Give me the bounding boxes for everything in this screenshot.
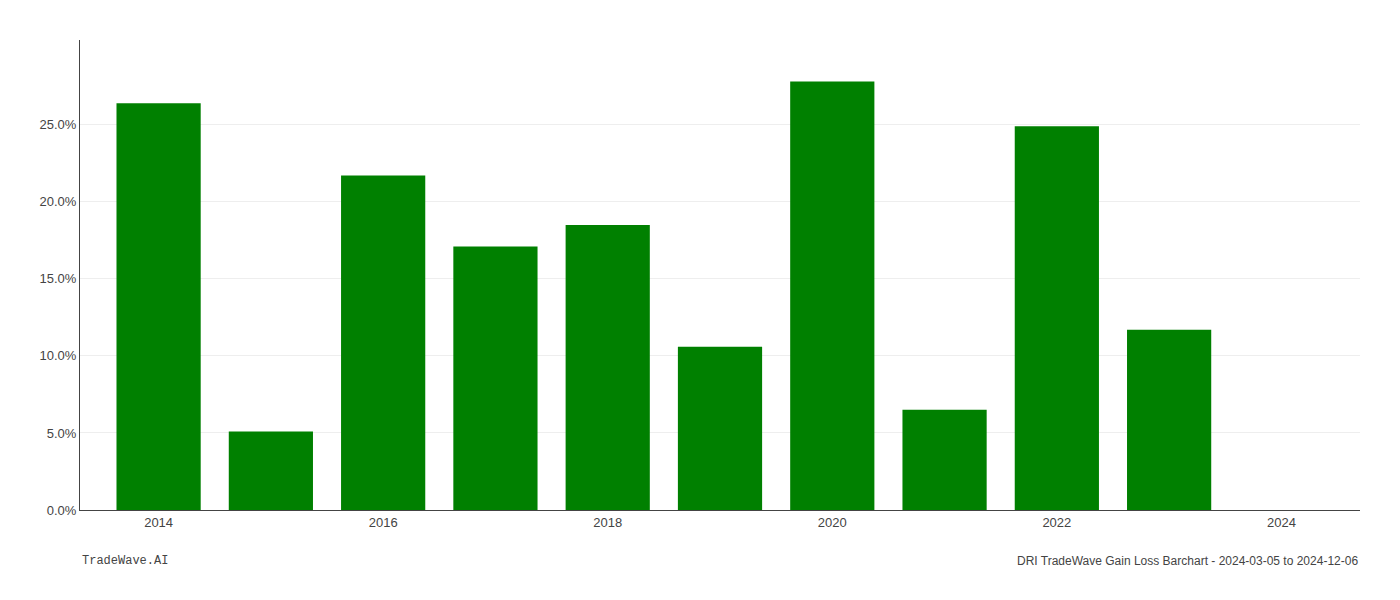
svg-text:2014: 2014 bbox=[144, 515, 173, 530]
svg-text:5.0%: 5.0% bbox=[47, 426, 77, 441]
svg-text:TradeWave.AI: TradeWave.AI bbox=[82, 554, 168, 568]
svg-text:2018: 2018 bbox=[593, 515, 622, 530]
svg-text:0.0%: 0.0% bbox=[47, 503, 77, 518]
svg-text:20.0%: 20.0% bbox=[40, 194, 77, 209]
svg-text:DRI TradeWave Gain Loss Barcha: DRI TradeWave Gain Loss Barchart - 2024-… bbox=[1017, 554, 1358, 568]
svg-text:10.0%: 10.0% bbox=[40, 348, 77, 363]
svg-text:15.0%: 15.0% bbox=[40, 271, 77, 286]
svg-text:2016: 2016 bbox=[369, 515, 398, 530]
svg-text:2022: 2022 bbox=[1042, 515, 1071, 530]
svg-text:2020: 2020 bbox=[818, 515, 847, 530]
svg-text:25.0%: 25.0% bbox=[40, 117, 77, 132]
svg-text:2024: 2024 bbox=[1267, 515, 1296, 530]
